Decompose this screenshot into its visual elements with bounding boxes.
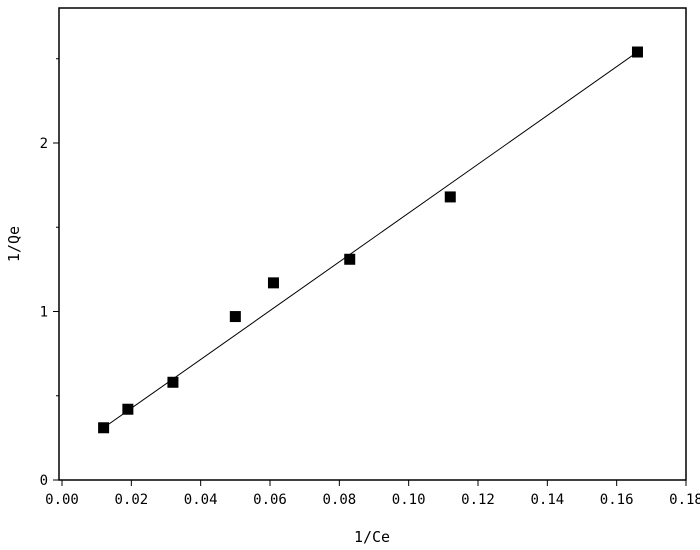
y-axis-ticks: 0 1 2 [40, 58, 59, 489]
y-tick-label: 1 [40, 305, 48, 321]
x-axis-ticks: 0.00 0.02 0.04 0.06 0.08 0.10 0.12 0.14 0.16 0.18 [45, 480, 700, 508]
x-tick-label: 0.14 [530, 492, 564, 508]
data-points [98, 46, 643, 434]
x-tick-label: 0.10 [392, 492, 426, 508]
data-point [631, 46, 643, 58]
x-axis-title: 1/Ce [354, 528, 390, 546]
fit-line [103, 51, 638, 429]
data-point [122, 403, 134, 415]
data-point [267, 277, 279, 289]
y-tick-label: 2 [40, 136, 48, 152]
data-point [167, 376, 179, 388]
x-tick-label: 0.00 [45, 492, 79, 508]
x-tick-label: 0.18 [669, 492, 700, 508]
x-tick-label: 0.12 [461, 492, 495, 508]
x-tick-label: 0.04 [184, 492, 218, 508]
x-tick-label: 0.06 [253, 492, 287, 508]
plot-frame [58, 7, 687, 481]
data-point [98, 422, 110, 434]
x-tick-label: 0.16 [600, 492, 634, 508]
x-tick-label: 0.08 [322, 492, 356, 508]
data-point [444, 191, 456, 203]
data-point [229, 311, 241, 323]
y-tick-label: 0 [40, 473, 48, 489]
x-tick-label: 0.02 [114, 492, 148, 508]
data-point [344, 253, 356, 265]
y-axis-title: 1/Qe [5, 226, 23, 262]
